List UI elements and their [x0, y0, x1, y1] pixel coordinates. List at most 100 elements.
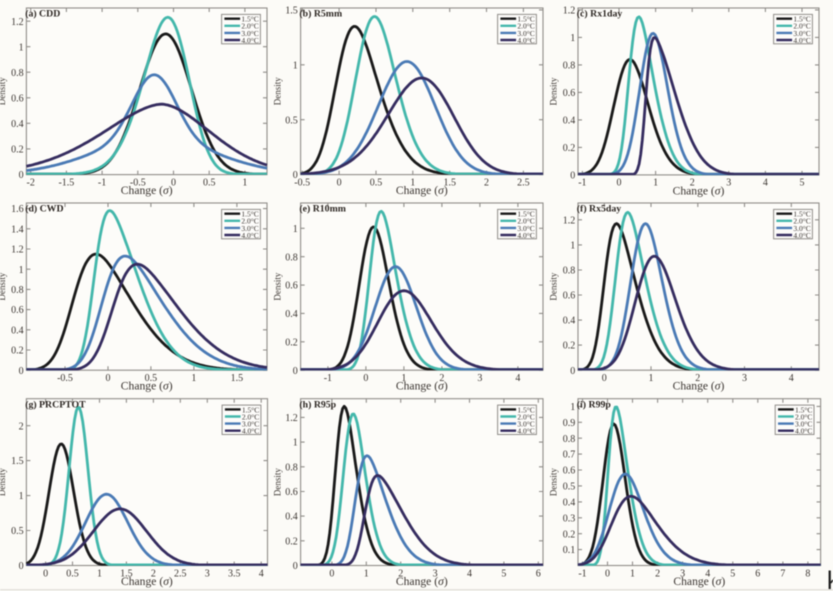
svg-text:3.0°C: 3.0°C	[241, 224, 258, 233]
svg-text:(e) R10mm: (e) R10mm	[299, 204, 346, 215]
svg-text:1.2: 1.2	[11, 17, 24, 28]
svg-text:1: 1	[570, 241, 575, 252]
svg-text:3.0°C: 3.0°C	[795, 420, 812, 429]
svg-text:0: 0	[293, 170, 298, 181]
svg-text:0.6: 0.6	[11, 93, 24, 104]
svg-text:0.8: 0.8	[285, 462, 298, 473]
svg-text:0: 0	[19, 561, 24, 572]
svg-text:3.0°C: 3.0°C	[793, 224, 810, 233]
svg-text:(f) Rx5day: (f) Rx5day	[577, 204, 621, 215]
svg-text:1: 1	[570, 33, 575, 44]
svg-text:Change (σ): Change (σ)	[396, 380, 448, 393]
svg-text:(a) CDD: (a) CDD	[25, 9, 60, 20]
svg-text:Density: Density	[0, 272, 7, 300]
svg-text:1.5: 1.5	[11, 456, 24, 467]
svg-text:0.6: 0.6	[285, 487, 298, 498]
svg-text:0.4: 0.4	[11, 325, 24, 336]
svg-text:0: 0	[43, 568, 48, 579]
svg-text:1.5°C: 1.5°C	[517, 405, 534, 414]
svg-text:4: 4	[705, 568, 710, 579]
svg-text:0.7: 0.7	[563, 450, 576, 461]
svg-text:4.0°C: 4.0°C	[795, 427, 812, 436]
svg-text:7: 7	[780, 568, 785, 579]
svg-text:4: 4	[259, 568, 264, 579]
svg-text:Change (σ): Change (σ)	[396, 575, 448, 588]
svg-text:3: 3	[726, 178, 731, 189]
svg-text:4: 4	[467, 568, 472, 579]
svg-text:2.0°C: 2.0°C	[242, 412, 259, 421]
svg-text:0.4: 0.4	[563, 498, 576, 509]
svg-text:3: 3	[477, 373, 482, 384]
svg-text:4.0°C: 4.0°C	[517, 231, 534, 240]
svg-text:8: 8	[805, 568, 810, 579]
svg-text:2.0°C: 2.0°C	[795, 412, 812, 421]
svg-text:0.8: 0.8	[563, 434, 576, 445]
svg-text:1: 1	[97, 568, 102, 579]
svg-text:1.2: 1.2	[563, 215, 576, 226]
svg-text:Density: Density	[549, 77, 559, 105]
svg-text:-0.5: -0.5	[57, 373, 73, 384]
svg-text:1: 1	[19, 265, 24, 276]
svg-text:1: 1	[401, 373, 406, 384]
svg-text:0.4: 0.4	[285, 309, 298, 320]
svg-text:-1: -1	[578, 178, 586, 189]
svg-text:Density: Density	[272, 272, 282, 300]
svg-text:Change (σ): Change (σ)	[673, 380, 725, 393]
svg-text:2.0°C: 2.0°C	[517, 217, 534, 226]
svg-text:0: 0	[329, 568, 334, 579]
svg-text:1.5: 1.5	[120, 568, 133, 579]
svg-text:2: 2	[484, 177, 489, 188]
svg-text:-1: -1	[324, 373, 332, 384]
svg-text:2: 2	[19, 421, 24, 432]
svg-text:4.0°C: 4.0°C	[242, 427, 259, 436]
svg-text:0.8: 0.8	[11, 68, 24, 79]
svg-text:0.6: 0.6	[11, 305, 24, 316]
svg-text:(g) PRCPTOT: (g) PRCPTOT	[25, 399, 86, 410]
svg-text:1: 1	[364, 568, 369, 579]
svg-text:0: 0	[293, 561, 298, 572]
svg-text:1.5°C: 1.5°C	[517, 15, 534, 24]
svg-text:0.2: 0.2	[11, 145, 24, 156]
svg-text:1.5°C: 1.5°C	[242, 405, 259, 414]
svg-text:1: 1	[649, 373, 654, 384]
svg-text:(i) R99p: (i) R99p	[577, 399, 612, 410]
svg-text:0: 0	[570, 171, 575, 182]
svg-text:1.5°C: 1.5°C	[793, 210, 810, 219]
svg-text:Change (σ): Change (σ)	[673, 575, 725, 588]
svg-text:1.2: 1.2	[285, 413, 298, 424]
svg-text:0: 0	[605, 568, 610, 579]
svg-text:Density: Density	[0, 468, 7, 496]
svg-text:0: 0	[602, 373, 607, 384]
svg-text:4.0°C: 4.0°C	[517, 36, 534, 45]
svg-text:-1: -1	[98, 177, 106, 188]
svg-text:1: 1	[19, 491, 24, 502]
svg-text:3: 3	[742, 373, 747, 384]
svg-text:1.5: 1.5	[443, 177, 456, 188]
svg-text:3.5: 3.5	[228, 568, 241, 579]
svg-text:0.8: 0.8	[563, 266, 576, 277]
svg-text:0: 0	[617, 178, 622, 189]
svg-text:1: 1	[570, 402, 575, 413]
svg-text:0.2: 0.2	[285, 536, 298, 547]
svg-text:1: 1	[653, 178, 658, 189]
svg-text:0.6: 0.6	[563, 466, 576, 477]
svg-text:1.5°C: 1.5°C	[241, 15, 258, 24]
svg-text:1.2: 1.2	[563, 6, 576, 17]
svg-text:4.0°C: 4.0°C	[793, 36, 810, 45]
svg-text:6: 6	[536, 568, 541, 579]
svg-text:Change (σ): Change (σ)	[121, 184, 173, 197]
svg-text:2: 2	[151, 568, 156, 579]
svg-text:1: 1	[293, 224, 298, 235]
svg-text:2: 2	[655, 568, 660, 579]
svg-text:1: 1	[410, 177, 415, 188]
svg-text:1.5: 1.5	[285, 6, 298, 17]
svg-text:-1.5: -1.5	[58, 177, 74, 188]
svg-text:0: 0	[293, 366, 298, 377]
svg-text:2.0°C: 2.0°C	[241, 22, 258, 31]
svg-text:0.6: 0.6	[563, 291, 576, 302]
svg-text:3.0°C: 3.0°C	[793, 29, 810, 38]
svg-text:Density: Density	[549, 272, 559, 300]
svg-text:0.8: 0.8	[285, 252, 298, 263]
svg-text:0.2: 0.2	[11, 346, 24, 357]
svg-text:(h) R95p: (h) R95p	[299, 399, 336, 410]
